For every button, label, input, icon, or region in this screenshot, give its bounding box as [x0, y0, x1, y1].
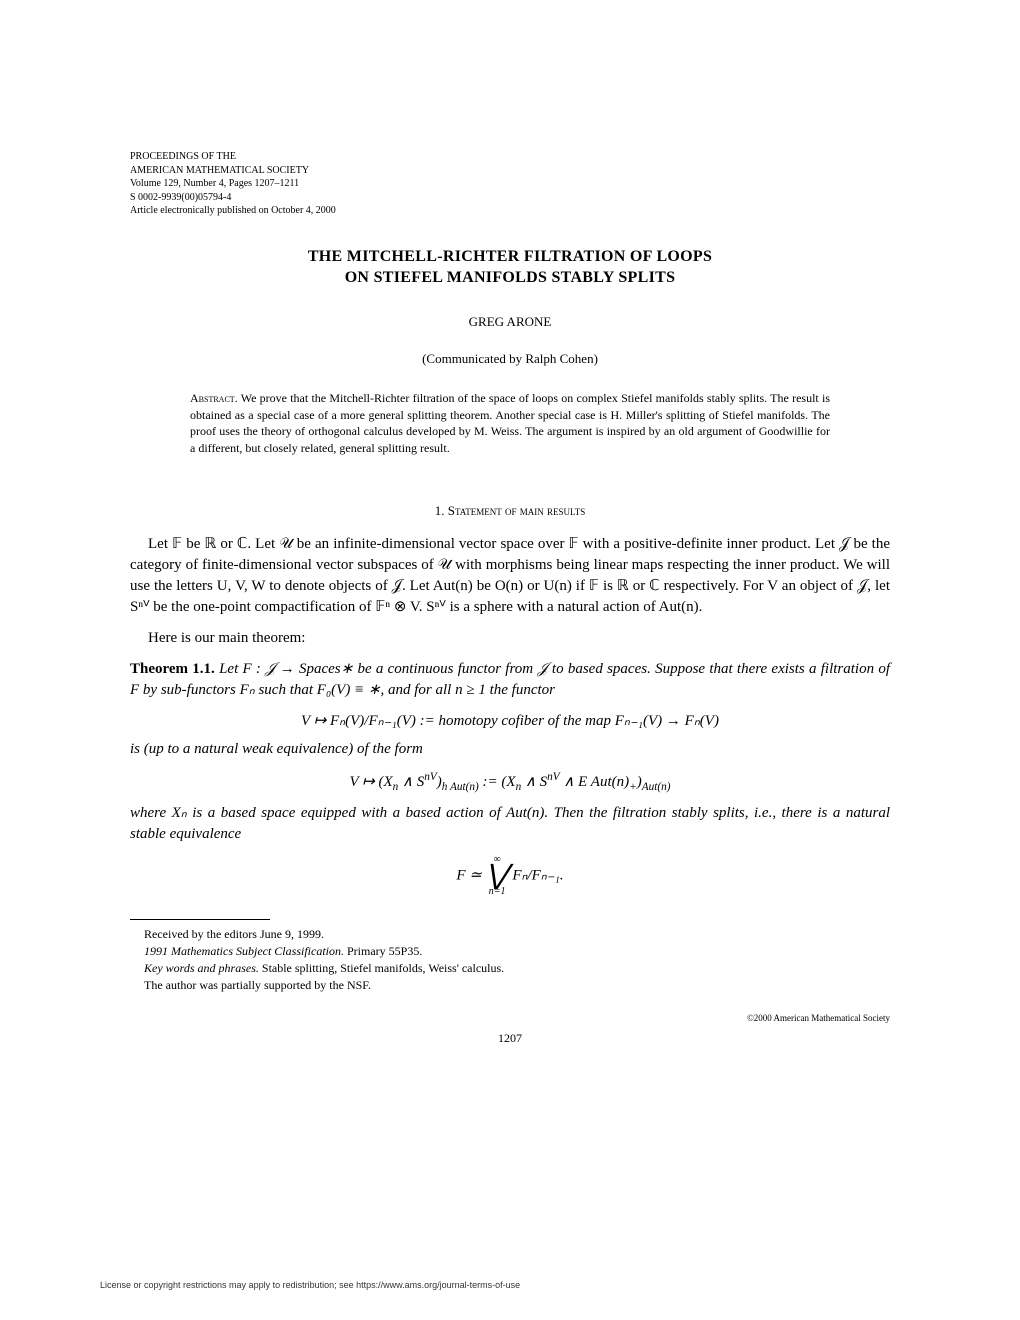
section-heading: 1. Statement of main results	[130, 502, 890, 520]
header-line: Volume 129, Number 4, Pages 1207–1211	[130, 177, 890, 191]
display-equation: F ≃ ∞ ⋁ n=1 Fₙ/Fₙ₋₁.	[130, 855, 890, 897]
journal-header: PROCEEDINGS OF THE AMERICAN MATHEMATICAL…	[130, 150, 890, 218]
title-line: THE MITCHELL-RICHTER FILTRATION OF LOOPS	[130, 246, 890, 268]
footnote-received: Received by the editors June 9, 1999.	[130, 926, 890, 943]
theorem-label: Theorem 1.1.	[130, 661, 215, 677]
abstract-label: Abstract.	[190, 391, 238, 405]
display-equation: V ↦ (Xn ∧ SnV)h Aut(n) := (Xn ∧ SnV ∧ E …	[130, 770, 890, 795]
theorem-block: Theorem 1.1. Let F : 𝒥 → Spaces∗ be a co…	[130, 659, 890, 701]
footnote-support: The author was partially supported by th…	[130, 977, 890, 994]
paragraph: Let 𝔽 be ℝ or ℂ. Let 𝒰 be an infinite-di…	[130, 534, 890, 618]
license-notice: License or copyright restrictions may ap…	[100, 1280, 520, 1290]
section-number: 1.	[435, 503, 445, 518]
paper-title: THE MITCHELL-RICHTER FILTRATION OF LOOPS…	[130, 246, 890, 289]
footnote-keywords: Key words and phrases. Stable splitting,…	[130, 960, 890, 977]
author-name: GREG ARONE	[130, 313, 890, 331]
display-equation: V ↦ Fₙ(V)/Fₙ₋₁(V) := homotopy cofiber of…	[130, 711, 890, 731]
abstract-block: Abstract. We prove that the Mitchell-Ric…	[190, 390, 830, 457]
page-content: PROCEEDINGS OF THE AMERICAN MATHEMATICAL…	[0, 0, 1020, 1106]
theorem-statement: is (up to a natural weak equivalence) of…	[130, 739, 890, 760]
keywords-label: Key words and phrases.	[144, 961, 259, 975]
footnote-msc: 1991 Mathematics Subject Classification.…	[130, 943, 890, 960]
header-line: PROCEEDINGS OF THE	[130, 150, 890, 164]
big-wedge-symbol: ∞ ⋁ n=1	[486, 855, 509, 897]
copyright-notice: ©2000 American Mathematical Society	[130, 1012, 890, 1024]
theorem-statement: where Xₙ is a based space equipped with …	[130, 803, 890, 845]
footnotes-block: Received by the editors June 9, 1999. 19…	[130, 926, 890, 993]
communicated-by: (Communicated by Ralph Cohen)	[130, 350, 890, 368]
abstract-text: We prove that the Mitchell-Richter filtr…	[190, 391, 830, 455]
limit-lower: n=1	[486, 887, 509, 897]
footnote-rule	[130, 919, 270, 920]
eq-left: F ≃	[456, 868, 485, 884]
title-line: ON STIEFEL MANIFOLDS STABLY SPLITS	[130, 267, 890, 289]
header-line: S 0002-9939(00)05794-4	[130, 191, 890, 205]
msc-label: 1991 Mathematics Subject Classification.	[144, 944, 344, 958]
keywords-text: Stable splitting, Stiefel manifolds, Wei…	[259, 961, 504, 975]
msc-text: Primary 55P35.	[344, 944, 422, 958]
eq-right: Fₙ/Fₙ₋₁.	[512, 868, 563, 884]
paragraph: Here is our main theorem:	[130, 628, 890, 649]
header-line: AMERICAN MATHEMATICAL SOCIETY	[130, 164, 890, 178]
header-line: Article electronically published on Octo…	[130, 204, 890, 218]
theorem-statement: Let F : 𝒥 → Spaces∗ be a continuous func…	[130, 661, 890, 698]
page-number: 1207	[130, 1030, 890, 1046]
section-title-text: Statement of main results	[448, 503, 585, 518]
